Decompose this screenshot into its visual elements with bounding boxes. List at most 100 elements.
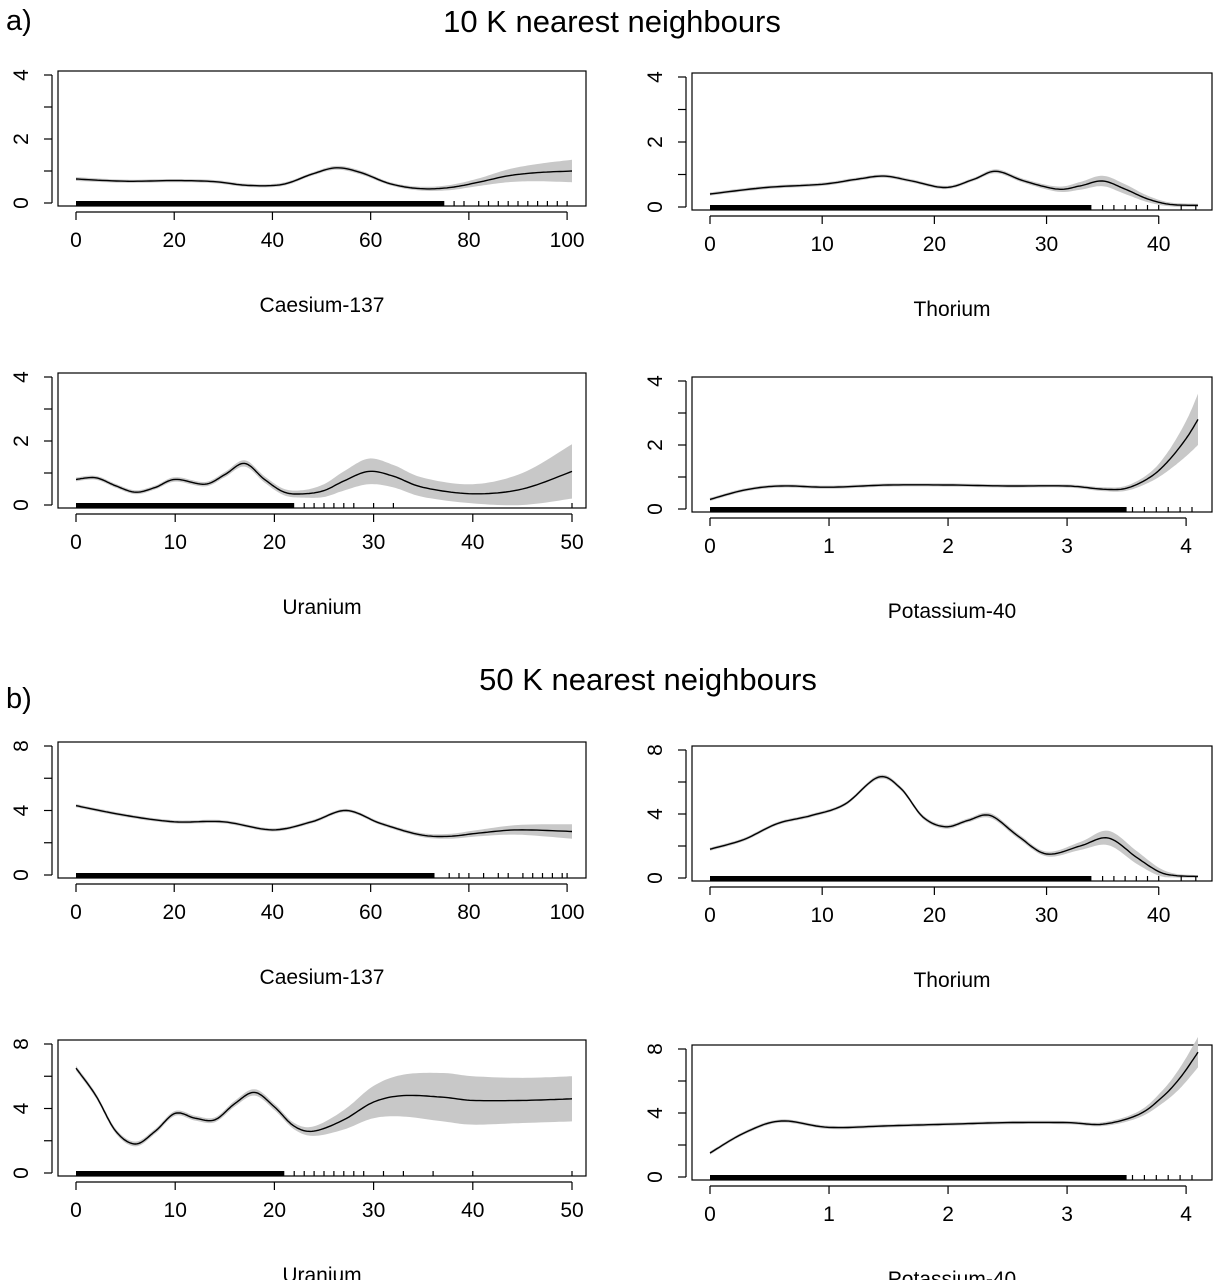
section-b-title: 50 K nearest neighbours [479, 662, 817, 697]
y-tick-label: 4 [10, 804, 33, 816]
x-tick-label: 10 [811, 233, 834, 256]
confidence-band [76, 159, 572, 191]
panel-4: 0 1 2 3 4 Potassium-40 0 2 4 [644, 375, 1213, 623]
section-a-letter: a) [6, 5, 32, 37]
confidence-band [76, 444, 572, 506]
rug-dense-block [710, 507, 1127, 512]
rug-dense-block [710, 205, 1092, 210]
rug-dense-block [710, 876, 1092, 881]
fit-line [75, 1067, 573, 1145]
y-tick-label: 8 [644, 744, 667, 756]
x-tick-label: 60 [359, 229, 382, 252]
y-tick-label: 8 [10, 1038, 33, 1050]
x-tick-label: 20 [163, 901, 186, 924]
x-tick-label: 100 [550, 229, 585, 252]
x-axis-label: Thorium [913, 969, 990, 992]
x-tick-label: 1 [823, 1203, 835, 1226]
x-tick-label: 2 [942, 1203, 954, 1226]
plot-frame [691, 1044, 1213, 1181]
x-tick-label: 100 [550, 901, 585, 924]
x-tick-label: 40 [461, 531, 484, 554]
panel-7: 0 10 20 30 40 50 Uranium 0 4 8 [10, 1038, 587, 1280]
y-tick-label: 2 [644, 136, 667, 148]
x-tick-label: 40 [461, 1199, 484, 1222]
fit-line [75, 167, 573, 190]
panel-5: 0 20 40 60 80 100 Caesium-137 0 4 8 [10, 740, 587, 989]
x-tick-label: 4 [1180, 1203, 1192, 1226]
panel-1: 0 20 40 60 80 100 Caesium-137 0 2 4 [10, 69, 587, 317]
y-tick-label: 4 [10, 69, 33, 81]
rug [710, 205, 1197, 210]
fit-line [709, 419, 1199, 501]
x-tick-label: 2 [942, 535, 954, 558]
x-tick-label: 0 [704, 233, 716, 256]
x-tick-label: 40 [1147, 904, 1170, 927]
panel-3: 0 10 20 30 40 50 Uranium 0 2 4 [10, 371, 587, 619]
x-tick-label: 30 [1035, 233, 1058, 256]
x-tick-label: 50 [560, 531, 583, 554]
y-tick-label: 4 [644, 71, 667, 83]
y-tick-label: 4 [10, 371, 33, 383]
x-tick-label: 20 [263, 1199, 286, 1222]
x-tick-label: 40 [261, 901, 284, 924]
y-tick-label: 2 [10, 133, 33, 145]
panel-8: 0 1 2 3 4 Potassium-40 0 4 8 [644, 1037, 1213, 1280]
x-tick-label: 0 [704, 1203, 716, 1226]
rug-dense-block [76, 201, 445, 206]
panel-6: 0 10 20 30 40 Thorium 0 4 8 [644, 744, 1213, 992]
x-axis-label: Potassium-40 [888, 600, 1016, 623]
plot-frame [57, 70, 587, 207]
x-axis-label: Potassium-40 [888, 1268, 1016, 1280]
x-tick-label: 3 [1061, 1203, 1073, 1226]
section-a-title: 10 K nearest neighbours [443, 4, 781, 39]
plot-frame [57, 1039, 587, 1177]
x-tick-label: 1 [823, 535, 835, 558]
rug-dense-block [76, 873, 435, 878]
fit-line [709, 170, 1199, 207]
fit-line [709, 1051, 1199, 1154]
y-tick-label: 2 [644, 439, 667, 451]
x-axis-label: Caesium-137 [260, 294, 385, 317]
y-tick-label: 0 [10, 197, 33, 209]
x-tick-label: 0 [70, 1199, 82, 1222]
rug [76, 201, 568, 206]
x-tick-label: 0 [70, 229, 82, 252]
rug-dense-block [76, 503, 295, 508]
x-axis-label: Caesium-137 [260, 966, 385, 989]
y-tick-label: 8 [644, 1043, 667, 1055]
panel-2: 0 10 20 30 40 Thorium 0 2 4 [644, 71, 1213, 321]
y-tick-label: 0 [10, 1167, 33, 1179]
rug [76, 1171, 573, 1176]
rug [710, 507, 1193, 512]
x-tick-label: 50 [560, 1199, 583, 1222]
confidence-band [76, 1065, 572, 1147]
x-axis-label: Uranium [282, 1264, 361, 1280]
rug [710, 1175, 1193, 1180]
y-tick-label: 0 [644, 201, 667, 213]
confidence-band [710, 1037, 1198, 1155]
fit-line [75, 462, 573, 495]
x-tick-label: 10 [164, 1199, 187, 1222]
y-tick-label: 0 [10, 499, 33, 511]
y-tick-label: 2 [10, 435, 33, 447]
x-tick-label: 20 [923, 233, 946, 256]
y-tick-label: 4 [10, 1102, 33, 1114]
y-tick-label: 0 [644, 872, 667, 884]
x-tick-label: 30 [1035, 904, 1058, 927]
x-tick-label: 80 [457, 901, 480, 924]
x-tick-label: 0 [704, 535, 716, 558]
y-tick-label: 4 [644, 1107, 667, 1119]
y-tick-label: 8 [10, 740, 33, 752]
x-tick-label: 0 [70, 531, 82, 554]
plot-frame [57, 372, 587, 509]
plot-frame [57, 741, 587, 879]
rug [710, 876, 1197, 881]
rug [76, 503, 573, 508]
x-tick-label: 40 [1147, 233, 1170, 256]
x-tick-label: 60 [359, 901, 382, 924]
confidence-band [710, 169, 1198, 207]
plot-frame [691, 376, 1213, 513]
x-axis-label: Thorium [913, 298, 990, 321]
rug-dense-block [710, 1175, 1127, 1180]
